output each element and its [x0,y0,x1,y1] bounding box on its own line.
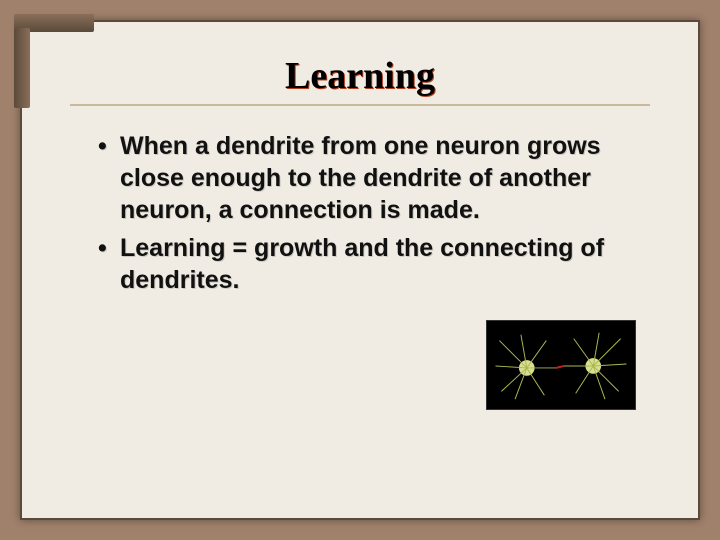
bullet-item: Learning = growth and the connecting of … [98,232,650,296]
title-rule [70,104,650,106]
neuron-image [486,320,636,410]
binder-spine-side [14,28,30,108]
bullet-item: When a dendrite from one neuron grows cl… [98,130,650,226]
bullet-list: When a dendrite from one neuron grows cl… [70,130,650,296]
slide-container: Learning When a dendrite from one neuron… [20,20,700,520]
slide-title: Learning [70,54,650,98]
